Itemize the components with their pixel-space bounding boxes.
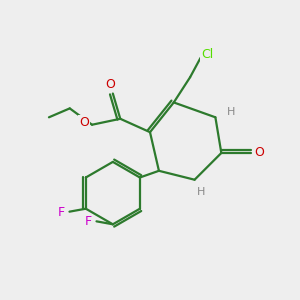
Text: O: O	[105, 78, 115, 91]
Text: F: F	[58, 206, 65, 219]
Text: H: H	[227, 107, 235, 117]
Text: O: O	[254, 146, 264, 160]
Text: F: F	[85, 215, 92, 228]
Text: Cl: Cl	[201, 48, 213, 61]
Text: O: O	[79, 116, 89, 130]
Text: H: H	[197, 187, 205, 197]
